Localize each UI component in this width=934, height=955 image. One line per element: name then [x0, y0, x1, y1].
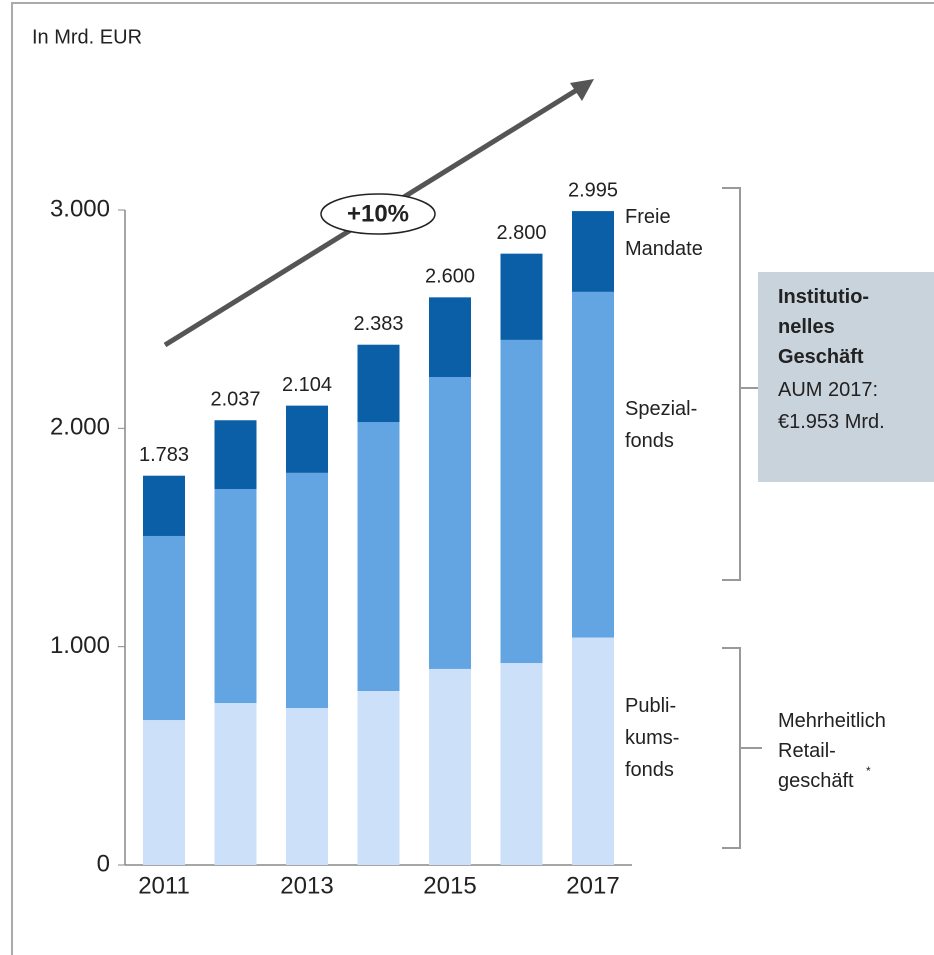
bar-segment: [500, 663, 543, 865]
footnote-mark: *: [866, 764, 871, 778]
bar-segment: [286, 708, 328, 865]
bar-segment: [286, 405, 328, 473]
bar-segment: [143, 720, 185, 865]
bar-segment: [143, 535, 185, 721]
bar-segment: [357, 422, 400, 691]
bar-segment: [500, 253, 543, 340]
growth-badge: [320, 193, 436, 235]
x-tick-label: 2017: [566, 872, 619, 899]
x-tick-label: 2015: [423, 872, 476, 899]
bar-segment: [357, 344, 400, 423]
info-title: Institutio-nelles Geschäft: [778, 286, 869, 368]
retail-label: Mehrheitlich Retail-geschäft: [778, 710, 886, 792]
y-tick-label: 1.000: [50, 632, 110, 659]
bracket: [722, 647, 762, 849]
bar-segment: [214, 489, 257, 703]
bar-segment: [286, 472, 328, 709]
bar-segment: [572, 291, 614, 638]
info-box: [758, 272, 934, 482]
bar-segment: [429, 297, 471, 378]
bar-segment: [429, 668, 471, 865]
total-label: 1.783: [139, 444, 189, 466]
total-label: 2.600: [425, 266, 475, 288]
bracket: [722, 187, 758, 581]
arrow-head: [570, 79, 594, 101]
frame: [11, 2, 934, 955]
bar-segment: [572, 211, 614, 292]
bar-segment: [572, 637, 614, 865]
info-note: AUM 2017: €1.953 Mrd.: [778, 379, 885, 433]
y-tick-label: 2.000: [50, 414, 110, 441]
total-label: 2.104: [282, 374, 332, 396]
legend-label: Publi-kums-fonds: [625, 695, 679, 781]
total-label: 2.800: [496, 222, 546, 244]
bar-segment: [214, 420, 257, 490]
y-tick-label: 0: [97, 850, 110, 877]
unit-label: In Mrd. EUR: [32, 26, 142, 48]
y-tick-label: 3.000: [50, 195, 110, 222]
x-tick-label: 2011: [138, 872, 190, 899]
legend-label: Spezial-fonds: [625, 398, 697, 452]
bar-segment: [214, 702, 257, 865]
legend-label: Freie Mandate: [625, 206, 703, 260]
growth-label: +10%: [347, 200, 409, 227]
total-label: 2.037: [210, 389, 260, 411]
bar-segment: [357, 690, 400, 865]
total-label: 2.995: [568, 179, 618, 201]
total-label: 2.383: [353, 313, 403, 335]
x-tick-label: 2013: [280, 872, 333, 899]
bar-segment: [500, 339, 543, 664]
bar-segment: [143, 475, 185, 536]
bar-segment: [429, 377, 471, 669]
